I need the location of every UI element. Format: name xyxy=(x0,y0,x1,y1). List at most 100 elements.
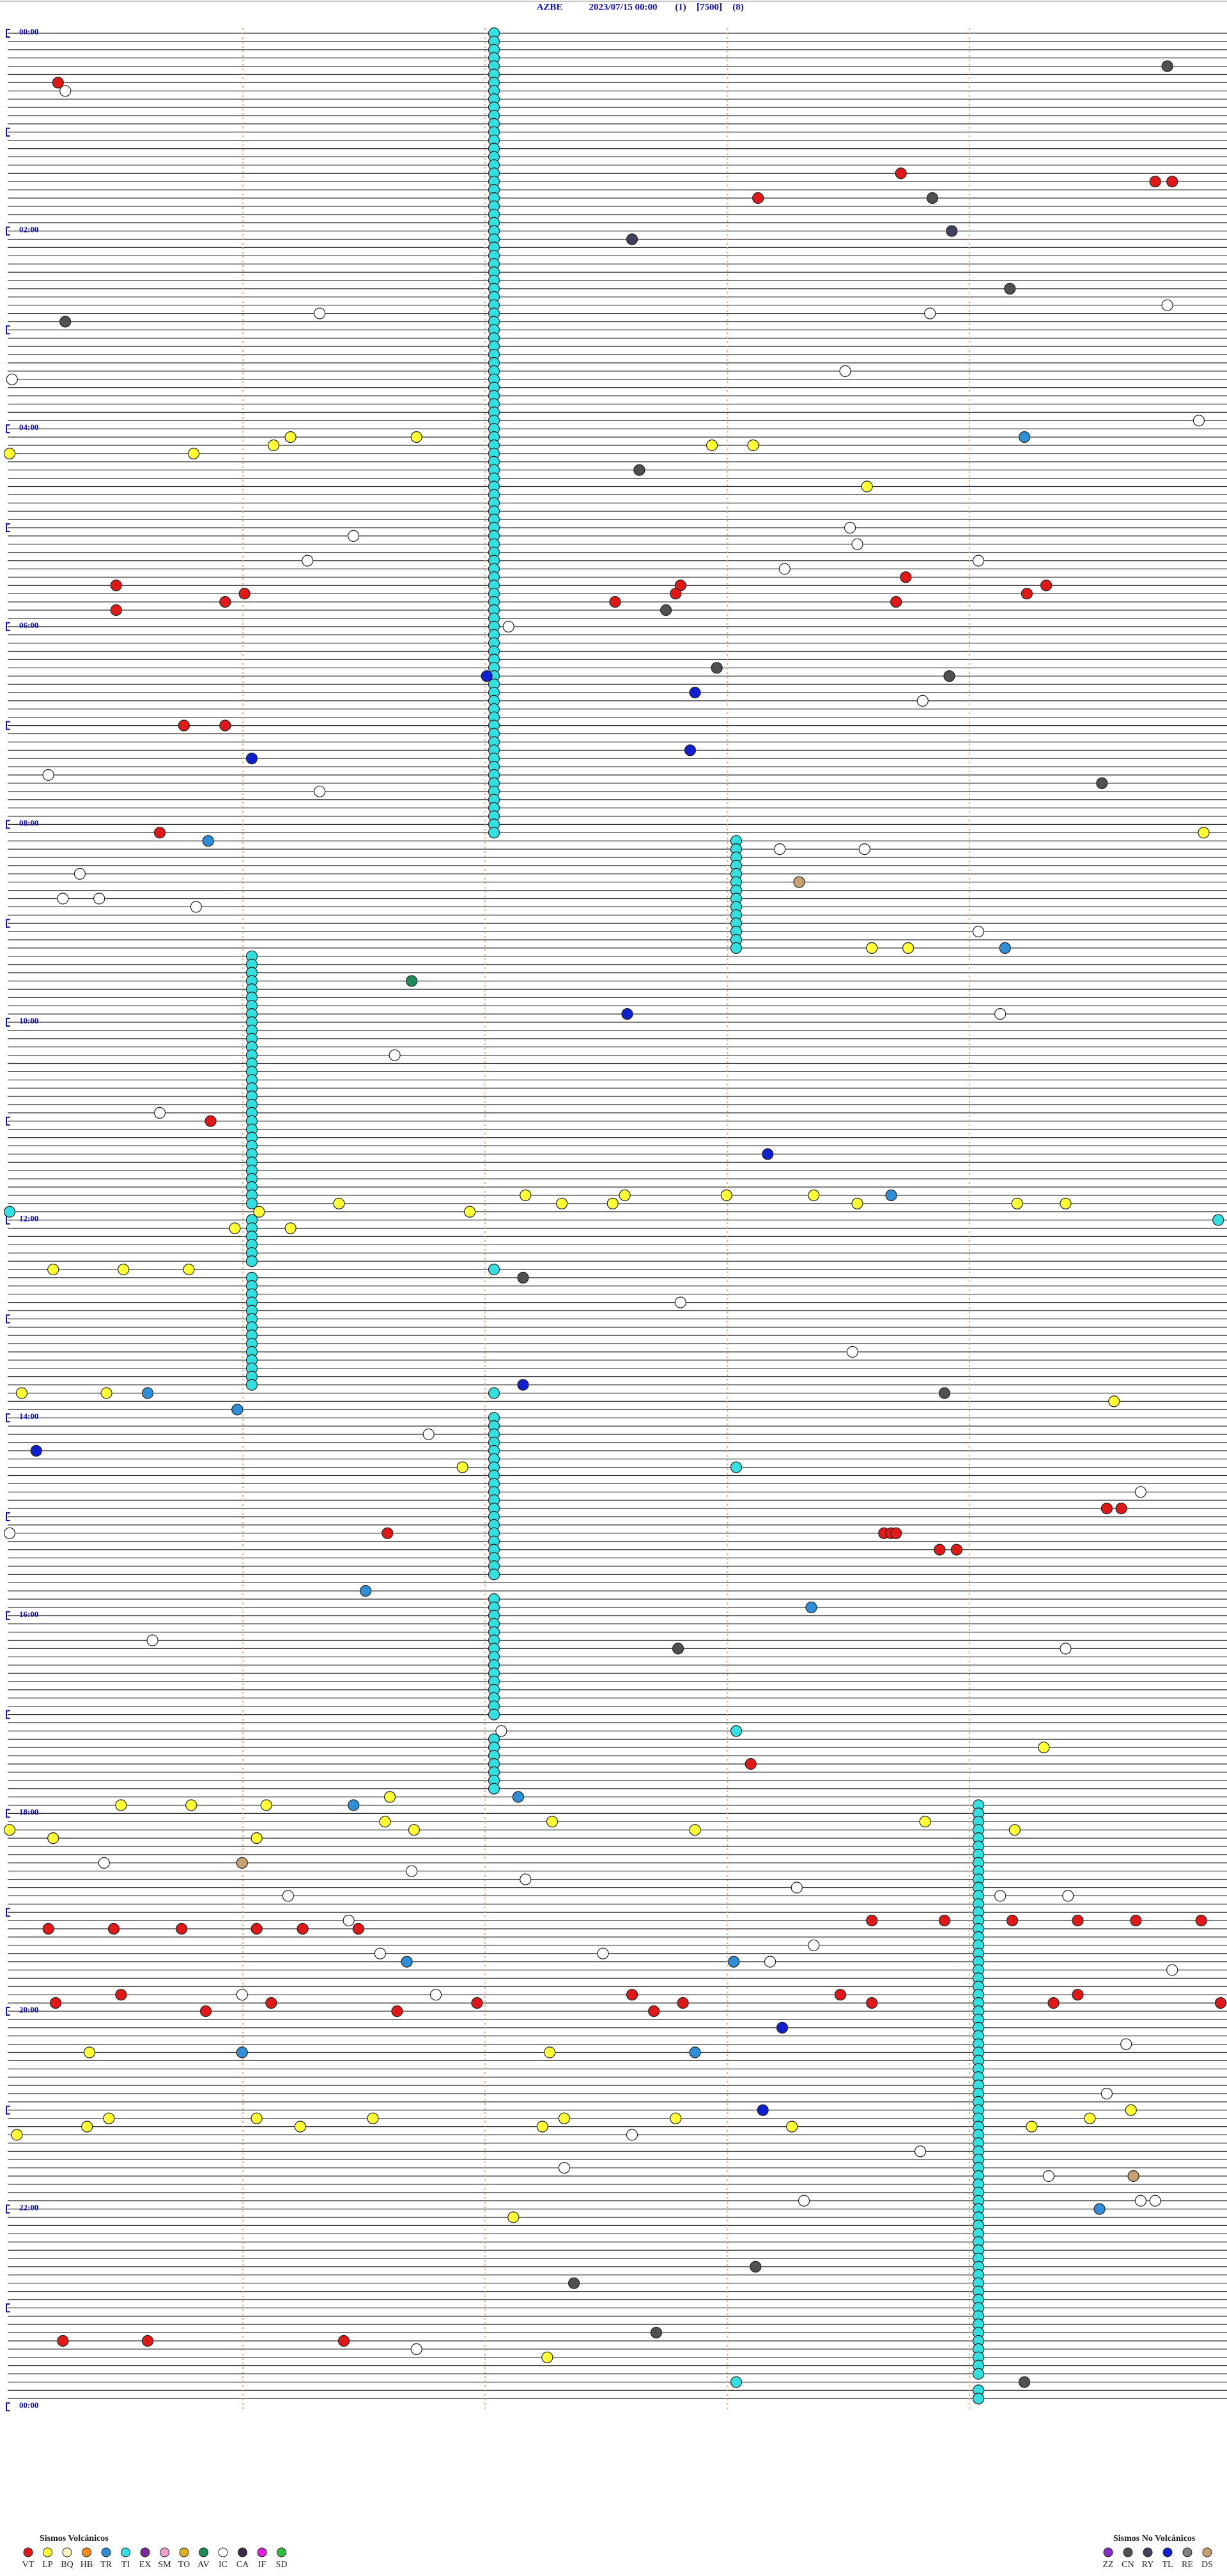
event xyxy=(1042,2170,1055,2182)
event xyxy=(1018,431,1031,443)
event xyxy=(851,1197,863,1209)
event xyxy=(352,1922,364,1935)
legend-swatch xyxy=(1202,2547,1212,2557)
hour-marker xyxy=(6,325,10,335)
event xyxy=(1008,1824,1021,1836)
hour-labels: 00:00 02:00 04:00 06:00 08:00 10:00 12:00 14:00… xyxy=(6,27,38,2412)
event xyxy=(798,2195,810,2207)
event xyxy=(202,835,214,847)
legend-swatch xyxy=(277,2547,286,2557)
hour-marker xyxy=(6,2303,10,2313)
event xyxy=(1018,2376,1031,2388)
event xyxy=(1161,60,1173,72)
hour-marker xyxy=(6,1314,10,1324)
event xyxy=(1134,1486,1147,1498)
event xyxy=(972,555,985,567)
event xyxy=(762,1148,774,1160)
event xyxy=(1060,1197,1072,1209)
event xyxy=(1084,2112,1096,2124)
event xyxy=(284,431,297,443)
hour-marker xyxy=(6,721,10,730)
event xyxy=(1004,282,1016,295)
event xyxy=(83,2046,96,2058)
event xyxy=(245,1379,258,1391)
event xyxy=(950,1544,962,1556)
event xyxy=(1214,1997,1227,2009)
legend-swatch xyxy=(179,2547,189,2557)
event xyxy=(648,2005,660,2018)
legend-code: VT xyxy=(22,2560,35,2570)
event xyxy=(558,2162,571,2174)
event xyxy=(544,2046,556,2058)
legend-swatch xyxy=(199,2547,208,2557)
legend: Sismos Volcánicos Sismos No Volcánicos V… xyxy=(22,2534,1213,2570)
hour-marker xyxy=(6,1710,10,1719)
legend-code: EX xyxy=(139,2560,151,2570)
event xyxy=(93,893,105,905)
event xyxy=(541,2351,553,2363)
event xyxy=(895,167,907,180)
event xyxy=(745,1758,757,1770)
hour-marker xyxy=(6,424,10,434)
event xyxy=(1038,1742,1050,1754)
event xyxy=(512,1791,525,1803)
event xyxy=(885,1189,897,1202)
legend-code: LP xyxy=(42,2560,53,2570)
hour-marker xyxy=(6,1809,10,1818)
event xyxy=(805,1601,817,1613)
legend-swatch xyxy=(1162,2547,1173,2557)
hour-marker xyxy=(6,2402,10,2412)
event xyxy=(851,538,863,550)
event xyxy=(858,843,870,855)
event xyxy=(1072,1989,1084,2001)
event xyxy=(626,233,638,245)
hour-marker xyxy=(6,1512,10,1521)
legend-code: DS xyxy=(1201,2560,1213,2570)
event xyxy=(110,604,122,617)
event xyxy=(567,2277,580,2289)
event xyxy=(100,1387,112,1399)
legend-swatch xyxy=(218,2547,228,2557)
event xyxy=(1166,1964,1178,1976)
event xyxy=(684,744,697,756)
legend-code: RY xyxy=(1142,2560,1154,2570)
event xyxy=(260,1799,272,1811)
hour-label: 20:00 xyxy=(19,2005,38,2014)
event xyxy=(938,1915,951,1927)
event xyxy=(190,901,202,913)
event xyxy=(245,1197,258,1209)
legend-code: ZZ xyxy=(1102,2560,1113,2570)
event xyxy=(463,1206,476,1218)
hour-marker xyxy=(6,226,10,236)
event xyxy=(934,1544,946,1556)
legend-swatch xyxy=(1103,2547,1113,2557)
event xyxy=(265,1997,277,2009)
event xyxy=(30,1445,42,1457)
event xyxy=(471,1997,483,2009)
event xyxy=(187,447,200,460)
event xyxy=(1149,2195,1161,2207)
hour-marker xyxy=(6,523,10,532)
event xyxy=(520,1189,532,1202)
event xyxy=(3,1527,16,1539)
event xyxy=(11,2129,23,2141)
event xyxy=(926,192,939,204)
event xyxy=(1115,1503,1127,1515)
legend-swatch xyxy=(160,2547,169,2557)
event xyxy=(677,1997,689,2009)
event xyxy=(502,620,514,632)
event xyxy=(730,2376,743,2388)
event xyxy=(302,555,314,567)
event xyxy=(972,2393,985,2405)
event xyxy=(972,925,985,938)
event xyxy=(1120,2038,1132,2050)
legend-swatch xyxy=(43,2547,52,2557)
event xyxy=(861,480,873,493)
event xyxy=(456,1461,468,1473)
event xyxy=(764,1956,776,1968)
event xyxy=(115,1989,127,2001)
event xyxy=(379,1816,391,1828)
event xyxy=(115,1799,127,1811)
event xyxy=(391,2005,403,2018)
legend-swatch xyxy=(62,2547,72,2557)
